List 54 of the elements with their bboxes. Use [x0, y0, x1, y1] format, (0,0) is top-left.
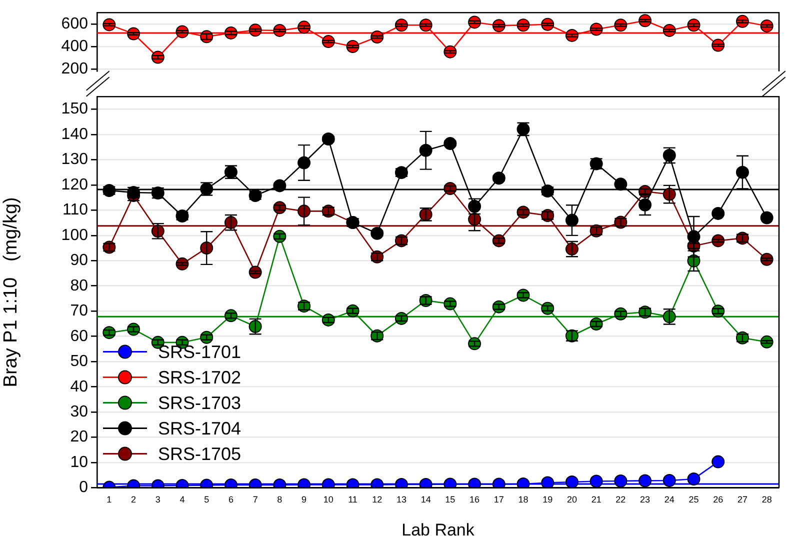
x-tick-label: 5	[204, 494, 210, 505]
y-tick-label: 140	[61, 126, 88, 143]
x-tick-label: 2	[131, 494, 136, 505]
legend-label: SRS-1702	[158, 367, 242, 388]
y-tick-label: 60	[70, 328, 88, 345]
y-tick-label: 130	[61, 151, 88, 168]
y-tick-label: 0	[79, 479, 88, 496]
y-tick-label: 80	[70, 277, 88, 294]
x-tick-label: 16	[470, 494, 480, 505]
legend-label: SRS-1705	[158, 444, 242, 464]
x-tick-label: 7	[252, 494, 258, 505]
x-tick-label: 28	[762, 494, 772, 505]
x-tick-label: 3	[155, 494, 160, 505]
y-tick-label: 70	[70, 302, 88, 320]
y-tick-label: 150	[61, 100, 88, 118]
y-tick-label: 200	[61, 60, 88, 78]
legend-label: SRS-1704	[158, 418, 242, 438]
x-tick-label: 22	[616, 494, 626, 505]
x-tick-label: 6	[228, 494, 234, 505]
x-tick-label: 14	[420, 494, 431, 505]
x-tick-label: 8	[277, 494, 282, 505]
x-tick-label: 10	[323, 494, 334, 505]
x-tick-label: 27	[737, 494, 748, 505]
x-tick-label: 19	[542, 494, 553, 505]
y-tick-label: 400	[61, 38, 88, 55]
x-tick-label: 1	[106, 494, 112, 505]
x-tick-label: 17	[494, 494, 504, 505]
x-tick-label: 26	[713, 494, 724, 505]
y-tick-label: 90	[70, 252, 88, 270]
y-tick-label: 20	[70, 428, 88, 446]
x-tick-label: 24	[664, 494, 674, 505]
y-tick-label: 100	[61, 226, 88, 244]
x-tick-label: 13	[396, 494, 406, 505]
x-axis-title: Lab Rank	[402, 520, 475, 540]
legend-label: SRS-1701	[158, 342, 242, 362]
y-tick-label: 120	[61, 176, 88, 194]
y-tick-label: 10	[70, 454, 88, 471]
y-axis-title: Bray P1 1:10 (mg/kg)	[0, 197, 22, 388]
x-tick-label: 12	[372, 494, 382, 505]
x-tick-label: 18	[518, 494, 528, 505]
x-tick-label: 21	[591, 494, 602, 505]
x-tick-label: 25	[688, 494, 699, 505]
x-tick-label: 20	[566, 494, 577, 505]
x-tick-label: 11	[348, 494, 358, 505]
y-tick-label: 110	[62, 202, 88, 219]
x-tick-label: 9	[302, 494, 307, 505]
x-tick-label: 23	[640, 494, 650, 505]
y-tick-label: 30	[70, 403, 88, 420]
legend-label: SRS-1703	[158, 392, 242, 413]
y-tick-label: 50	[70, 353, 88, 370]
x-tick-label: 4	[180, 494, 185, 505]
x-tick-label: 15	[445, 494, 456, 505]
y-tick-label: 600	[61, 15, 88, 32]
y-tick-label: 40	[70, 378, 88, 396]
